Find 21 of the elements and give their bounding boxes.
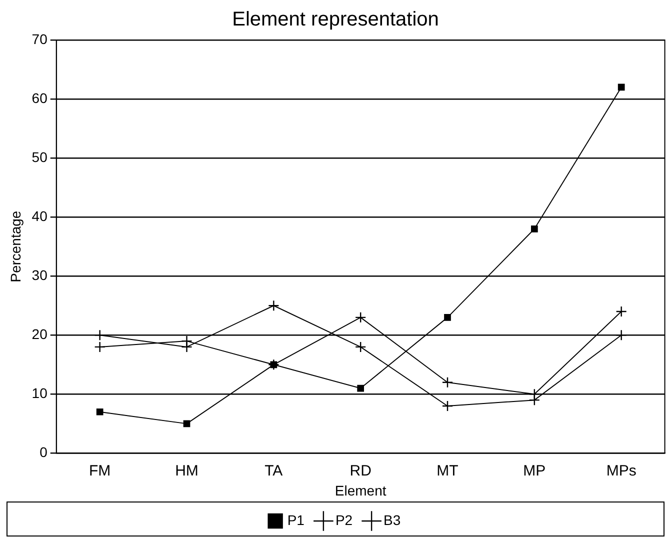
y-axis-title: Percentage — [7, 210, 24, 282]
y-tick-label: 50 — [32, 148, 48, 165]
x-tick-label: TA — [264, 462, 283, 480]
legend-label: B3 — [384, 512, 401, 528]
y-tick-label: 0 — [40, 444, 48, 460]
y-tick-label: 30 — [32, 266, 48, 283]
y-tick-label: 70 — [32, 30, 48, 47]
x-tick-label: MPs — [606, 462, 636, 480]
y-tick-label: 60 — [32, 90, 48, 106]
x-tick-label: MP — [523, 462, 546, 480]
chart-title: Element representation — [232, 8, 439, 31]
x-tick-label: HM — [175, 462, 198, 480]
y-tick-label: 20 — [32, 326, 48, 342]
x-axis-title: Element — [334, 482, 386, 498]
y-tick-label: 40 — [32, 208, 48, 224]
legend-label: P2 — [335, 512, 353, 528]
y-tick-label: 10 — [32, 385, 48, 402]
x-tick-label: RD — [350, 462, 372, 480]
x-tick-label: MT — [436, 462, 458, 480]
legend-label: P1 — [287, 512, 305, 528]
x-tick-label: FM — [88, 462, 111, 480]
